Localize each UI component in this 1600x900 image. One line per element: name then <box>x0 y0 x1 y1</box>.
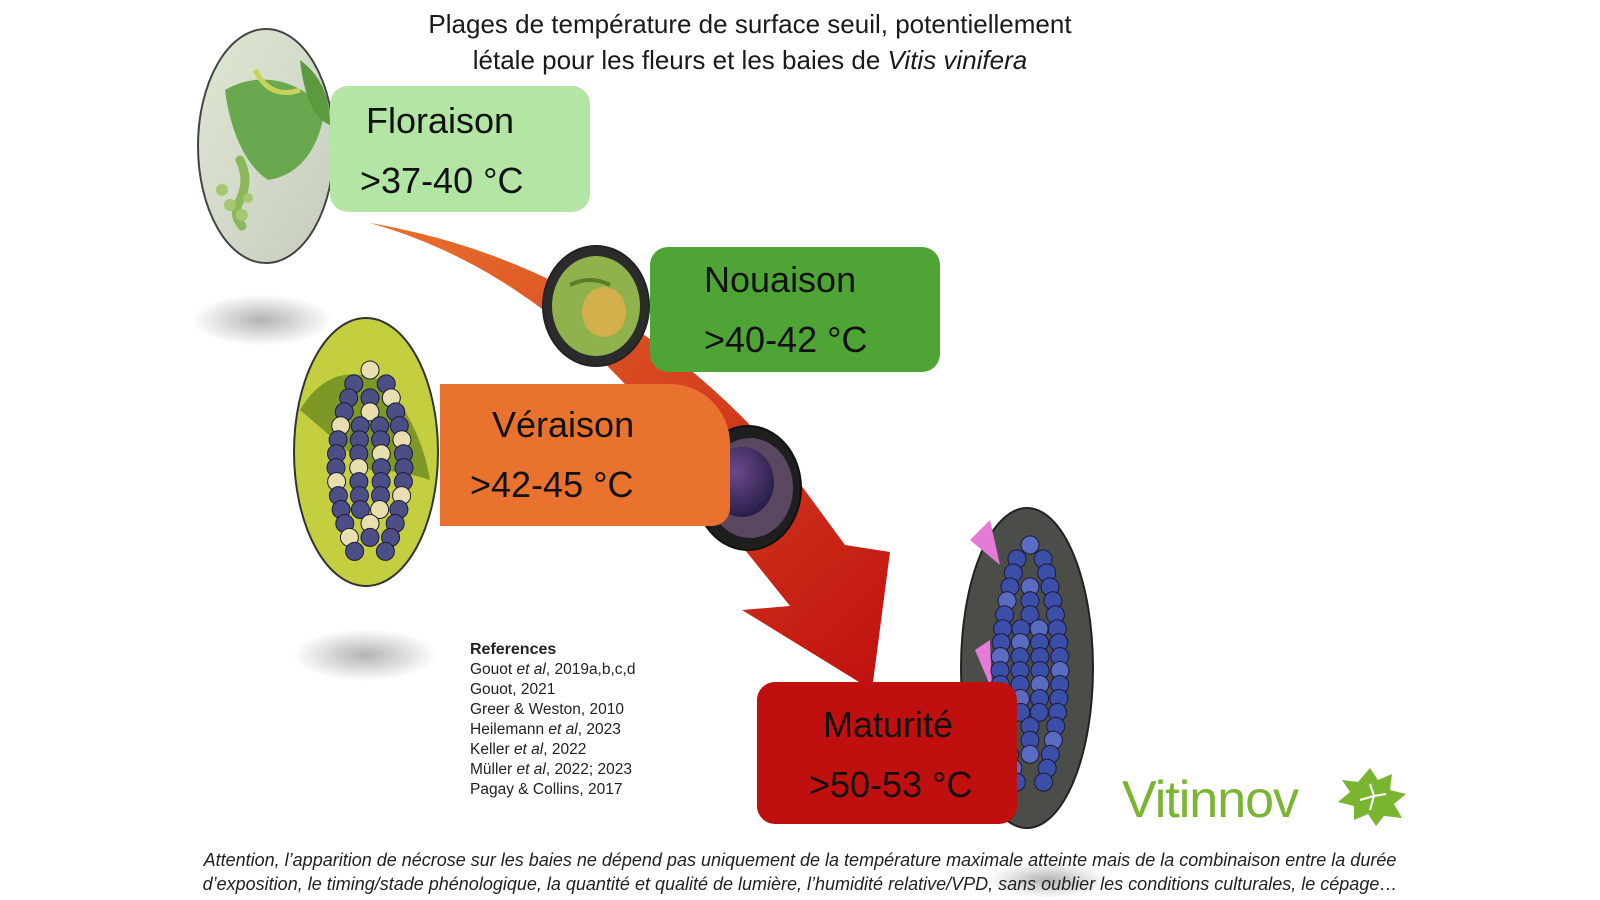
grape-berry <box>345 541 365 561</box>
grape-berry <box>360 402 380 422</box>
references-list: References Gouot et al, 2019a,b,c,d Gouot… <box>470 640 635 800</box>
stage-maturite: Maturité >50-53 °C <box>757 682 1017 824</box>
diagram-title: Plages de température de surface seuil, … <box>300 6 1200 78</box>
stage-name: Floraison <box>366 100 515 141</box>
grape-berry <box>350 500 370 519</box>
reference-item: Heilemann et al, 2023 <box>470 721 621 738</box>
grape-berry <box>375 541 395 561</box>
shadow-floraison <box>192 294 332 346</box>
stage-temperature: >50-53 °C <box>809 764 973 805</box>
reference-item: Keller et al, 2022 <box>470 741 587 758</box>
reference-item: Gouot et al, 2019a,b,c,d <box>470 661 636 678</box>
stage-name: Nouaison <box>704 259 857 300</box>
stage-name: Maturité <box>823 704 954 745</box>
floraison-photo <box>197 28 335 264</box>
progression-arrow <box>370 223 890 690</box>
warning-note: Attention, l’apparition de nécrose sur l… <box>40 848 1560 896</box>
title-line-2: létale pour les fleurs et les baies de V… <box>472 45 1028 75</box>
grape-berry <box>1020 605 1040 625</box>
shadow-veraison <box>293 629 437 681</box>
grape-berry <box>1020 744 1040 764</box>
stage-veraison: Véraison >42-45 °C <box>440 384 730 526</box>
reference-item: Gouot, 2021 <box>470 681 556 698</box>
title-line-1: Plages de température de surface seuil, … <box>428 9 1072 39</box>
reference-item: Greer & Weston, 2010 <box>470 701 624 718</box>
grape-berry <box>1034 772 1054 792</box>
vitinnov-logo: Vitinnov <box>1122 768 1406 830</box>
note-line-2: d’exposition, le timing/stade phénologiq… <box>202 874 1398 894</box>
references-heading: References <box>470 641 557 658</box>
shadow-maturite <box>988 862 1108 898</box>
grape-berry <box>1020 535 1040 555</box>
stage-temperature: >42-45 °C <box>470 464 634 505</box>
nouaison-photo <box>542 245 650 367</box>
vine-leaf-icon <box>1338 768 1406 826</box>
species-name: Vitis vinifera <box>887 45 1028 75</box>
reference-item: Müller et al, 2022; 2023 <box>470 761 633 778</box>
reference-item: Pagay & Collins, 2017 <box>470 781 623 798</box>
stage-floraison: Floraison >37-40 °C <box>330 86 590 212</box>
logo-text: Vitinnov <box>1122 771 1299 829</box>
veraison-photo <box>293 317 439 587</box>
stage-temperature: >40-42 °C <box>704 319 868 360</box>
grape-berry <box>360 527 380 547</box>
stage-temperature: >37-40 °C <box>360 160 524 201</box>
note-line-1: Attention, l’apparition de nécrose sur l… <box>203 850 1397 870</box>
stage-nouaison: Nouaison >40-42 °C <box>650 247 940 372</box>
stage-name: Véraison <box>492 404 635 445</box>
grape-berry <box>360 360 380 380</box>
grape-berry <box>370 500 390 519</box>
